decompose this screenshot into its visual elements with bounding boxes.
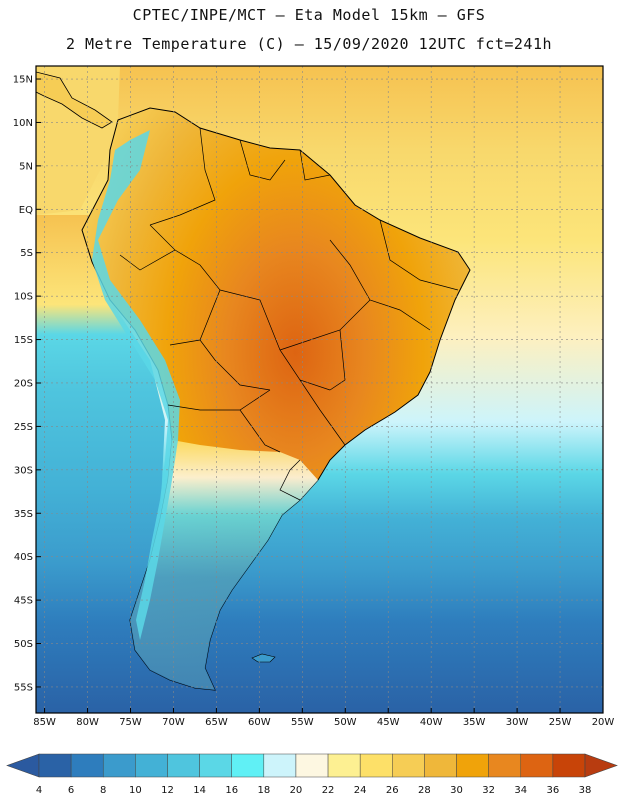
lat-tick-label: 5S [20,248,33,259]
colorbar-swatch [135,753,168,778]
colorbar-label: 26 [386,785,399,796]
lon-tick-label: 20W [592,717,615,728]
colorbar: 4 6 8 10 12 14 16 18 20 22 24 26 28 30 32 34 36 38 [6,753,618,796]
colorbar-label: 22 [322,785,335,796]
lat-tick-label: 25S [14,422,33,433]
map-frame [35,65,604,714]
lon-tick-label: 65W [205,717,228,728]
colorbar-swatch [70,753,104,778]
colorbar-swatch [392,753,425,778]
lat-tick-label: 20S [14,378,33,389]
lon-tick-label: 50W [334,717,357,728]
colorbar-label: 16 [225,785,238,796]
colorbar-label: 28 [418,785,431,796]
lon-tick-label: 75W [119,717,142,728]
colorbar-swatch [167,753,200,778]
colorbar-label: 6 [68,785,74,796]
falkland-islands [251,653,276,663]
colorbar-label: 24 [354,785,367,796]
colorbar-swatch [424,753,457,778]
colorbar-swatch [38,753,72,778]
colorbar-label: 10 [129,785,142,796]
lon-tick-label: 25W [549,717,572,728]
colorbar-swatch [488,753,522,778]
andes-cold-strip [92,130,180,640]
colorbar-label: 36 [547,785,560,796]
latitude-axis: 15N 10N 5N EQ 5S 10S 15S 20S 25S 30S 35S 40S 45S 50S 5… [13,75,41,693]
country-borders [119,127,459,501]
colorbar-swatch [327,753,361,778]
colorbar-below-arrow [6,753,40,778]
colorbar-swatch [102,753,136,778]
colorbar-label: 20 [290,785,303,796]
lat-tick-label: 10S [14,292,33,303]
colorbar-label: 34 [514,785,527,796]
map-title: CPTEC/INPE/MCT – Eta Model 15km – GFS [132,6,486,24]
colorbar-swatch [263,753,297,778]
colorbar-label: 8 [100,785,106,796]
colorbar-label: 12 [161,785,174,796]
lat-tick-label: 40S [14,552,33,563]
lat-tick-label: EQ [19,205,33,216]
lon-tick-label: 45W [377,717,400,728]
lat-tick-label: 45S [14,596,33,607]
lat-tick-label: 50S [14,639,33,650]
southern-cone-field [130,440,318,690]
lat-tick-label: 30S [14,465,33,476]
colorbar-swatch [520,753,554,778]
colorbar-label: 4 [36,785,42,796]
lat-tick-label: 35S [14,509,33,520]
lat-tick-label: 10N [13,118,33,129]
colorbar-swatch [552,753,586,778]
colorbar-label: 38 [579,785,592,796]
lon-tick-label: 40W [420,717,443,728]
lat-tick-label: 5N [19,161,33,172]
colorbar-label: 14 [193,785,206,796]
lon-tick-label: 35W [463,717,486,728]
colorbar-label: 30 [450,785,463,796]
colorbar-swatch [231,753,265,778]
lon-tick-label: 70W [162,717,185,728]
colorbar-label: 32 [482,785,495,796]
longitude-axis: 85W 80W 75W 70W 65W 60W 55W 50W 45W 40W 35W 30W 25W 2… [33,708,614,728]
lon-tick-label: 55W [291,717,314,728]
lat-tick-label: 15S [14,335,33,346]
colorbar-swatch [456,753,489,778]
lon-tick-label: 60W [248,717,271,728]
map-subtitle: 2 Metre Temperature (C) – 15/09/2020 12U… [65,35,553,53]
colorbar-swatch [295,753,329,778]
lat-tick-label: 15N [13,75,33,86]
lon-tick-label: 85W [33,717,56,728]
temperature-field [36,66,603,713]
lon-tick-label: 30W [506,717,529,728]
lon-tick-label: 80W [76,717,99,728]
colorbar-above-arrow [584,753,618,778]
caribbean-field [36,66,120,215]
central-america [36,71,113,129]
colorbar-swatch [359,753,393,778]
lat-tick-label: 55S [14,682,33,693]
colorbar-swatch [199,753,232,778]
colorbar-label: 18 [257,785,270,796]
